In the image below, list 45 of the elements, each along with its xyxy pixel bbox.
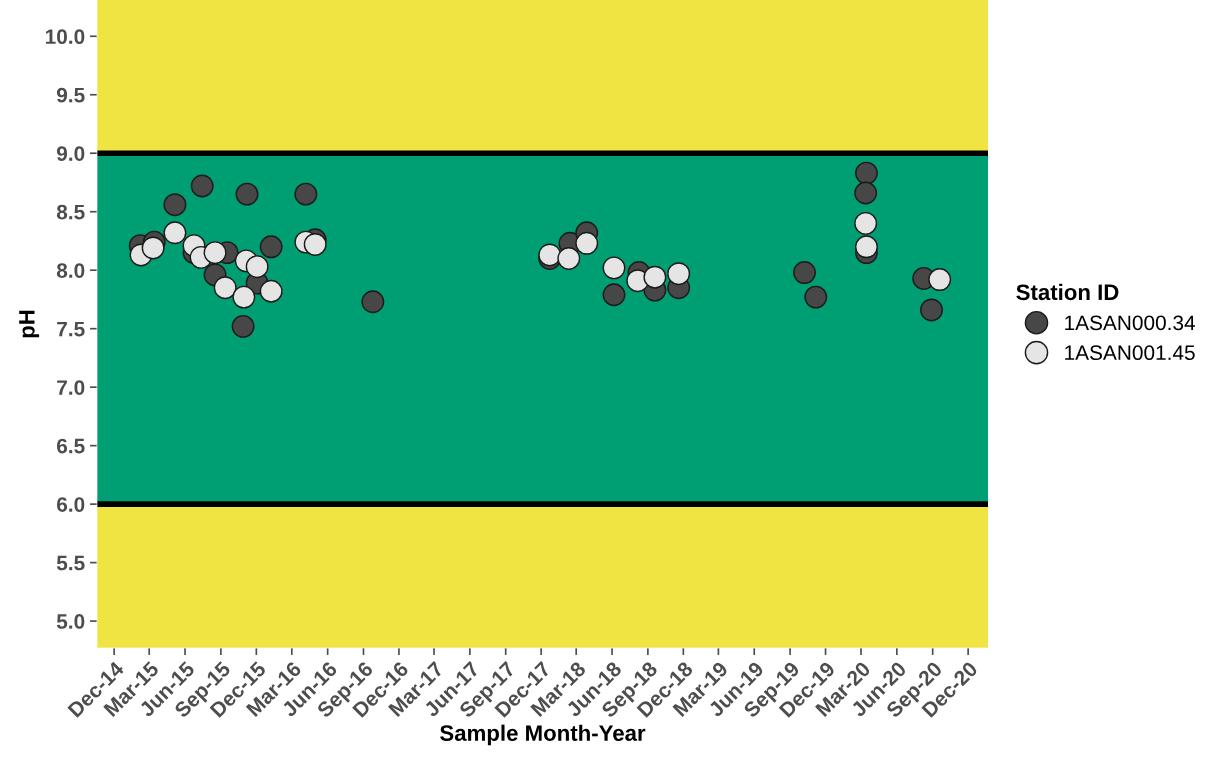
point xyxy=(163,221,187,245)
point xyxy=(928,268,952,292)
point xyxy=(575,231,599,255)
point xyxy=(235,182,259,206)
point xyxy=(854,181,878,205)
point xyxy=(141,236,165,260)
point xyxy=(643,265,667,289)
y-tick-label: 8.5 xyxy=(56,204,85,220)
point xyxy=(190,174,214,198)
x-axis-title: Sample Month-Year xyxy=(440,724,646,746)
point xyxy=(557,247,581,270)
point xyxy=(232,285,256,309)
y-tick-label: 5.5 xyxy=(56,555,85,571)
point xyxy=(294,182,318,206)
y-tick-label: 7.0 xyxy=(57,380,85,395)
point xyxy=(231,314,255,338)
point xyxy=(259,279,283,303)
point xyxy=(804,285,828,309)
point xyxy=(245,255,269,279)
point xyxy=(259,235,283,259)
point xyxy=(854,211,878,235)
y-tick-label: 7.5 xyxy=(57,321,85,337)
point xyxy=(667,262,691,286)
y-tick-label: 5.0 xyxy=(56,614,85,629)
point xyxy=(854,161,878,185)
y-tick-label: 9.0 xyxy=(56,146,85,161)
point xyxy=(213,276,237,300)
point xyxy=(602,283,626,307)
legend-title: Station ID xyxy=(1016,283,1119,301)
point xyxy=(854,235,878,259)
legend-label: 1ASAN001.45 xyxy=(1065,345,1195,361)
point xyxy=(920,298,943,322)
y-tick-label: 9.5 xyxy=(56,87,85,103)
y-axis-title: pH xyxy=(19,310,40,338)
point xyxy=(303,233,327,256)
y-tick-label: 6.0 xyxy=(57,497,85,512)
point xyxy=(203,241,227,265)
point xyxy=(793,261,816,284)
point xyxy=(163,193,187,217)
point xyxy=(361,290,385,314)
y-tick-label: 10.0 xyxy=(45,29,85,45)
legend-label: 1ASAN000.34 xyxy=(1065,315,1196,331)
y-tick-label: 6.5 xyxy=(57,438,85,454)
y-tick-label: 8.0 xyxy=(56,263,85,278)
point xyxy=(602,256,626,280)
